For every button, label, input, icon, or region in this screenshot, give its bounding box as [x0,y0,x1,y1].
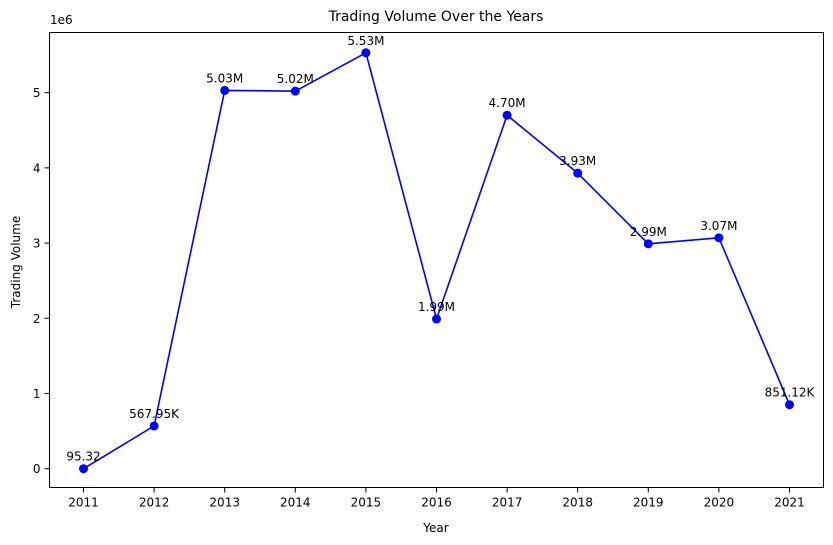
y-tick-label: 5 [33,86,41,100]
y-tick-label: 0 [33,462,41,476]
data-label: 2.99M [630,225,667,239]
data-point [643,239,653,249]
x-tick-label: 2013 [209,496,240,510]
y-axis-offset-label: 1e6 [50,13,73,27]
data-label: 567.95K [129,407,180,421]
data-label: 5.02M [277,72,314,86]
data-label: 1.99M [418,300,455,314]
data-label: 3.93M [559,154,596,168]
data-point [432,314,441,324]
data-label: 95.32 [66,450,100,464]
x-tick-label: 2015 [351,496,382,510]
data-label: 851.12K [765,386,816,400]
y-tick-label: 4 [33,161,41,175]
x-tick-label: 2019 [633,496,664,510]
data-point [79,464,88,474]
data-point [220,85,230,95]
chart-title: Trading Volume Over the Years [328,9,544,25]
data-point [290,86,300,96]
y-tick-label: 1 [33,387,41,401]
x-tick-label: 2011 [68,496,99,510]
data-label: 3.07M [700,219,737,233]
data-point [714,233,724,243]
x-tick-label: 2012 [139,496,170,510]
data-label: 5.53M [347,34,384,48]
plot-frame [49,32,824,488]
x-tick-label: 2016 [421,496,452,510]
data-point [502,110,512,120]
x-tick-label: 2018 [562,496,593,510]
data-point [149,421,159,431]
series-line [83,52,791,470]
y-axis-label: Trading Volume [9,216,23,309]
y-tick-label: 2 [33,312,41,326]
x-tick-label: 2017 [492,496,523,510]
x-tick-label: 2020 [704,496,735,510]
series-group: 95.32 567.95K 5.03M 5.02M 5.53M 1.99M 4.70M 3.9… [66,34,816,474]
x-tick-label: 2014 [280,496,311,510]
y-tick-label: 3 [33,237,41,251]
x-axis-label: Year [422,521,448,535]
x-tick-label: 2021 [774,496,805,510]
data-label: 4.70M [489,96,526,110]
ticks-group: 2011 2012 2013 2014 2015 2016 2017 2018 2019 2020… [33,86,805,509]
data-label: 5.03M [206,71,243,85]
data-point [785,400,794,410]
data-point [361,48,371,58]
data-point [573,168,583,178]
